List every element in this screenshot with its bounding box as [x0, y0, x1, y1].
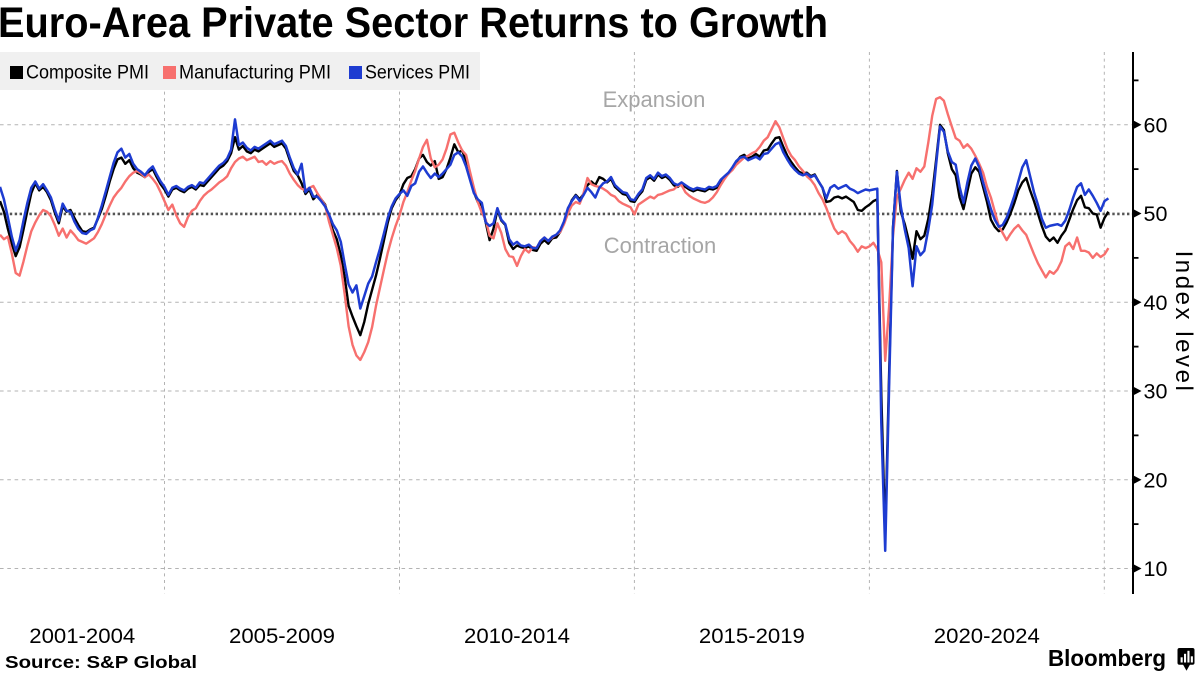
- svg-text:40: 40: [1144, 291, 1168, 315]
- svg-text:Contraction: Contraction: [604, 233, 717, 258]
- svg-text:30: 30: [1144, 380, 1168, 404]
- svg-text:Expansion: Expansion: [603, 87, 706, 112]
- svg-text:2001-2004: 2001-2004: [29, 624, 135, 648]
- svg-text:Bloomberg: Bloomberg: [1048, 645, 1166, 671]
- svg-text:2010-2014: 2010-2014: [464, 624, 570, 648]
- svg-text:2020-2024: 2020-2024: [934, 624, 1040, 648]
- svg-text:Composite PMI: Composite PMI: [26, 63, 149, 84]
- svg-text:Services PMI: Services PMI: [365, 63, 470, 84]
- svg-text:2015-2019: 2015-2019: [699, 624, 805, 648]
- svg-text:Euro-Area Private Sector Retur: Euro-Area Private Sector Returns to Grow…: [0, 0, 828, 47]
- svg-text:50: 50: [1144, 202, 1168, 226]
- svg-text:60: 60: [1144, 113, 1168, 137]
- svg-text:10: 10: [1144, 557, 1168, 581]
- svg-text:20: 20: [1144, 468, 1168, 492]
- svg-text:Source: S&P Global: Source: S&P Global: [5, 652, 197, 672]
- svg-text:Manufacturing PMI: Manufacturing PMI: [179, 63, 331, 84]
- svg-text:Index level: Index level: [1170, 251, 1197, 394]
- svg-text:2005-2009: 2005-2009: [229, 624, 335, 648]
